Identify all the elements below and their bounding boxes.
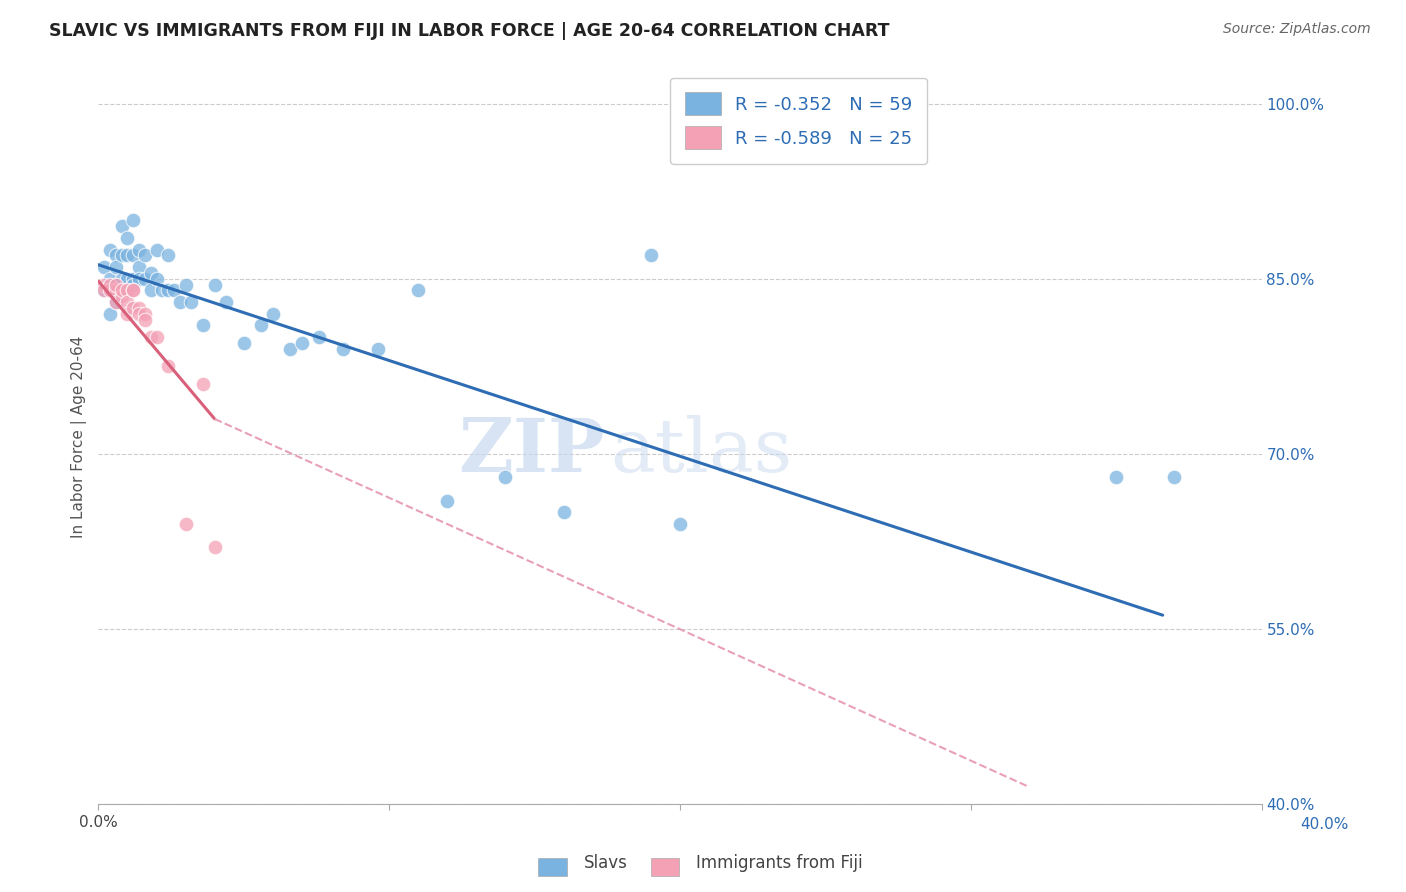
Point: [174, 517, 197, 532]
Point: [110, 248, 132, 262]
Point: [145, 330, 167, 344]
Point: [145, 243, 167, 257]
Text: Source: ZipAtlas.com: Source: ZipAtlas.com: [1223, 22, 1371, 37]
Point: [134, 307, 156, 321]
Text: 40.0%: 40.0%: [1301, 817, 1348, 832]
Point: [191, 318, 214, 333]
Point: [117, 295, 139, 310]
Point: [150, 284, 173, 298]
Point: [128, 243, 150, 257]
Point: [93, 284, 115, 298]
Point: [128, 301, 150, 315]
Text: ZIP: ZIP: [458, 415, 605, 488]
Point: [122, 284, 145, 298]
Point: [104, 277, 127, 292]
Point: [308, 330, 330, 344]
Point: [93, 260, 115, 274]
Point: [104, 295, 127, 310]
Point: [157, 248, 180, 262]
Point: [122, 284, 145, 298]
Point: [406, 284, 429, 298]
Point: [117, 284, 139, 298]
Point: [191, 376, 214, 391]
Point: [901, 108, 924, 122]
Point: [98, 277, 121, 292]
Point: [204, 277, 226, 292]
Point: [117, 284, 139, 298]
Point: [117, 284, 139, 298]
Point: [128, 307, 150, 321]
Point: [128, 272, 150, 286]
Point: [110, 284, 132, 298]
Point: [117, 231, 139, 245]
Point: [174, 277, 197, 292]
Point: [1163, 470, 1185, 484]
Point: [139, 330, 162, 344]
Point: [98, 272, 121, 286]
Text: Slavs: Slavs: [583, 855, 627, 872]
Point: [122, 248, 145, 262]
Point: [157, 284, 180, 298]
Point: [93, 284, 115, 298]
Point: [122, 277, 145, 292]
Point: [128, 260, 150, 274]
Point: [98, 284, 121, 298]
Point: [669, 517, 692, 532]
Point: [553, 505, 575, 519]
Y-axis label: In Labor Force | Age 20-64: In Labor Force | Age 20-64: [72, 335, 87, 538]
Point: [250, 318, 273, 333]
Point: [104, 295, 127, 310]
Point: [291, 336, 314, 351]
Point: [139, 284, 162, 298]
Text: Immigrants from Fiji: Immigrants from Fiji: [696, 855, 863, 872]
Point: [495, 470, 517, 484]
Point: [104, 248, 127, 262]
Point: [122, 272, 145, 286]
Point: [169, 295, 191, 310]
Point: [232, 336, 254, 351]
Point: [110, 289, 132, 303]
Point: [104, 284, 127, 298]
Point: [104, 277, 127, 292]
Point: [204, 541, 226, 555]
Point: [117, 307, 139, 321]
Point: [278, 342, 301, 356]
Point: [157, 359, 180, 374]
Point: [262, 307, 284, 321]
Point: [110, 219, 132, 234]
Point: [117, 248, 139, 262]
Point: [139, 266, 162, 280]
Point: [117, 272, 139, 286]
Point: [332, 342, 354, 356]
Point: [98, 243, 121, 257]
Text: atlas: atlas: [610, 415, 793, 488]
Point: [122, 301, 145, 315]
Point: [145, 272, 167, 286]
Point: [640, 248, 662, 262]
Point: [104, 260, 127, 274]
Point: [367, 342, 389, 356]
Point: [163, 284, 186, 298]
Point: [1105, 470, 1128, 484]
Point: [727, 108, 749, 122]
Point: [93, 277, 115, 292]
Point: [134, 272, 156, 286]
Point: [110, 272, 132, 286]
Point: [436, 493, 458, 508]
Legend: R = -0.352   N = 59, R = -0.589   N = 25: R = -0.352 N = 59, R = -0.589 N = 25: [671, 78, 927, 163]
Point: [180, 295, 202, 310]
Point: [122, 213, 145, 227]
Point: [215, 295, 238, 310]
Text: SLAVIC VS IMMIGRANTS FROM FIJI IN LABOR FORCE | AGE 20-64 CORRELATION CHART: SLAVIC VS IMMIGRANTS FROM FIJI IN LABOR …: [49, 22, 890, 40]
Point: [110, 284, 132, 298]
Point: [98, 307, 121, 321]
Point: [134, 248, 156, 262]
Point: [134, 312, 156, 326]
